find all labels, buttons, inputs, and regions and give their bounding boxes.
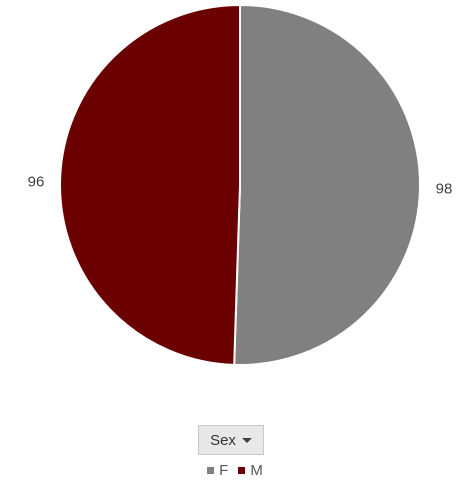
pie-data-labels: 98 96 bbox=[28, 174, 453, 198]
legend-swatch-f bbox=[207, 467, 215, 474]
legend-item-f[interactable]: F bbox=[207, 462, 228, 479]
pie-slice-m[interactable] bbox=[59, 3, 241, 366]
data-label-f: 98 bbox=[436, 180, 453, 197]
legend-label-m: M bbox=[250, 462, 263, 479]
pie-slices bbox=[59, 3, 421, 366]
dropdown-arrow-icon bbox=[241, 437, 252, 443]
data-label-m: 96 bbox=[28, 174, 45, 191]
field-button-label: Sex bbox=[210, 431, 236, 449]
pie-chart: 98 96 bbox=[28, 3, 453, 366]
legend-label-f: F bbox=[219, 462, 229, 479]
legend-swatch-m bbox=[238, 467, 246, 474]
pie-slice-f[interactable] bbox=[233, 3, 421, 366]
legend-item-m[interactable]: M bbox=[238, 462, 263, 479]
sex-field-button[interactable]: Sex bbox=[198, 425, 264, 455]
